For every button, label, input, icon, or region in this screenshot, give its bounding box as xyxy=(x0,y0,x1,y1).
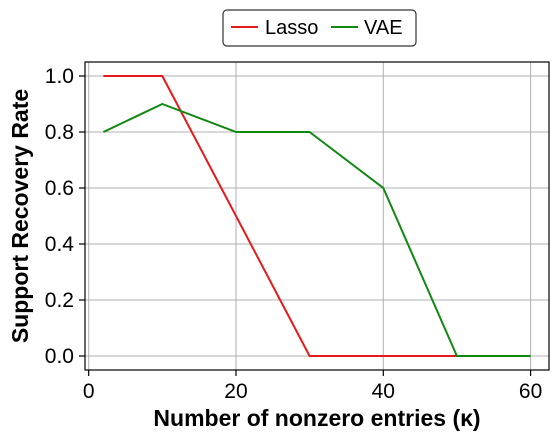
legend-label-vae: VAE xyxy=(364,17,403,39)
x-tick-label: 60 xyxy=(519,380,542,403)
x-axis-title: Number of nonzero entries (κ) xyxy=(153,405,480,431)
y-tick-label: 1.0 xyxy=(45,65,74,88)
y-tick-label: 0.8 xyxy=(45,121,74,144)
x-tick-label: 40 xyxy=(372,380,395,403)
legend-frame xyxy=(222,9,417,47)
x-tick-label: 20 xyxy=(224,380,247,403)
y-tick-label: 0.2 xyxy=(45,289,74,312)
series-lines xyxy=(102,75,531,357)
y-tick-label: 0.6 xyxy=(45,177,74,200)
y-tick-label: 0.4 xyxy=(45,233,75,256)
y-tick-label: 0.0 xyxy=(45,345,74,368)
plot-frame xyxy=(84,61,550,371)
x-tick-label: 0 xyxy=(83,380,95,403)
axis-ticks: 0 20 40 60 0.0 0.2 0.4 0.6 0.8 1.0 xyxy=(45,65,542,403)
legend: Lasso VAE xyxy=(222,9,417,47)
legend-label-lasso: Lasso xyxy=(265,17,318,39)
y-axis-title: Support Recovery Rate xyxy=(7,89,33,343)
series-line-vae xyxy=(102,103,531,357)
series-line-lasso xyxy=(103,75,531,357)
